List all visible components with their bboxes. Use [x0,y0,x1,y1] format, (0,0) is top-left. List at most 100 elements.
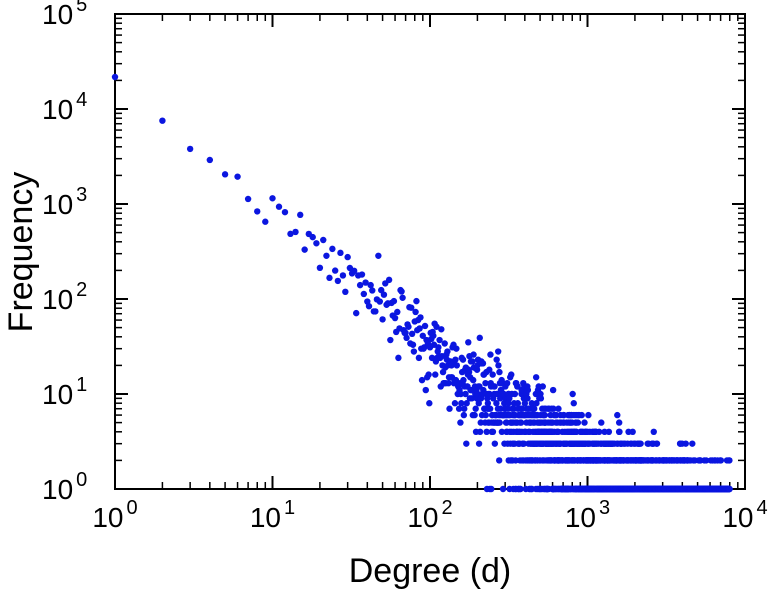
data-point [455,405,463,412]
data-point [234,173,241,180]
data-point [689,440,696,447]
data-point [479,360,487,367]
x-axis-label: Degree (d) [349,552,512,590]
data-point [422,386,429,394]
data-point [320,236,327,244]
data-point [476,428,484,435]
data-point [419,332,426,339]
data-point [391,314,399,322]
x-tick-label: 10 2 [407,497,452,533]
data-point [585,411,592,419]
data-point [496,419,503,426]
y-tick-label: 10 4 [42,89,87,125]
data-point [520,440,528,447]
data-point [486,390,493,398]
data-point [537,395,545,402]
data-point [508,371,515,378]
ticks-layer [114,13,746,490]
data-point [111,73,119,81]
data-point [457,390,465,398]
data-point [475,400,482,407]
data-point [650,428,657,435]
data-point [505,400,512,407]
data-point [403,334,410,342]
data-point [489,428,497,435]
data-point [375,252,382,259]
y-tick-label: 10 3 [42,184,87,220]
data-point [472,405,479,412]
data-point [465,368,473,376]
y-tick-label: 10 2 [42,279,87,315]
data-point [408,330,416,338]
data-point [581,419,588,426]
data-point [297,211,304,219]
data-point [499,485,507,493]
data-point [398,288,405,295]
data-point [469,376,477,384]
data-point [360,290,368,298]
data-point [451,400,459,407]
data-point [637,440,644,447]
data-point [445,379,452,387]
data-point [342,288,349,296]
data-point [329,245,336,253]
data-point [495,362,502,369]
data-point [460,376,467,384]
data-point [323,252,330,259]
x-tick-label: 10 0 [92,497,137,533]
data-point [262,218,269,225]
data-point [350,267,358,275]
data-point [469,358,476,365]
data-point [421,322,429,330]
data-point [459,356,467,363]
data-point [344,253,351,261]
data-point [460,411,468,419]
data-point [486,366,493,373]
data-point [254,208,261,215]
data-point [541,411,549,419]
data-point [186,145,194,153]
data-point [412,308,419,316]
y-tick-label: 10 5 [42,0,87,30]
data-point [549,386,557,394]
data-point [524,395,531,402]
data-point [653,440,661,447]
data-point [402,329,409,337]
data-point [416,325,423,332]
data-point [362,279,369,286]
data-point [395,354,402,362]
y-axis-label: Frequency [2,172,40,333]
data-point [482,411,489,419]
data-point [458,400,465,407]
data-point [379,316,386,323]
data-point [409,341,417,348]
data-point [415,354,423,362]
data-point [503,379,511,387]
data-point [532,374,540,381]
data-point [372,308,379,315]
data-point [453,345,460,352]
data-point [629,428,636,435]
data-point [358,271,366,278]
data-point [399,294,406,301]
data-point [432,371,439,378]
data-point [356,281,364,289]
data-point [468,395,475,402]
data-point [475,440,483,447]
data-point [496,368,503,376]
data-point [380,291,388,298]
data-point [269,195,276,202]
data-point [461,405,468,412]
data-point [441,340,448,347]
data-point [517,485,524,493]
data-point [717,457,725,464]
data-point [309,233,316,241]
data-point [476,334,483,342]
data-point [413,297,420,305]
data-point [531,405,538,412]
data-point [446,405,453,412]
data-point [477,419,484,426]
data-point [365,302,373,310]
data-point [436,336,443,344]
